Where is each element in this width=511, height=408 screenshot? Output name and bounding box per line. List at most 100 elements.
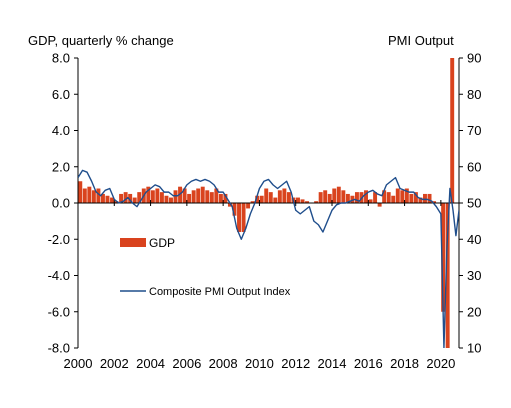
gdp-bar <box>250 201 255 203</box>
gdp-bar <box>241 203 246 232</box>
gdp-bar <box>382 190 387 203</box>
gdp-bar <box>87 186 92 203</box>
gdp-bar <box>441 203 446 312</box>
chart-axes: 8.0 6.0 4.0 2.0 0.0 -2.0 -4.0 -6.0 -8.0 90 80 70 60 5… <box>48 51 482 372</box>
left-tick-label: -8.0 <box>48 341 70 356</box>
right-tick-label: 80 <box>467 87 481 102</box>
gdp-bar <box>395 188 400 203</box>
gdp-bar <box>450 58 455 203</box>
gdp-bar <box>123 192 128 204</box>
gdp-bar <box>78 181 83 203</box>
gdp-bar <box>296 197 300 203</box>
gdp-bar <box>128 193 133 203</box>
gdp-bar <box>246 203 251 209</box>
gdp-bar <box>368 199 373 204</box>
pmi-line-group <box>78 169 459 348</box>
right-tick-label: 50 <box>467 196 481 211</box>
gdp-bar <box>391 195 396 203</box>
x-tick-label: 2014 <box>318 356 347 371</box>
gdp-bar <box>364 190 368 203</box>
gdp-bar <box>178 186 183 203</box>
gdp-bar <box>418 197 423 203</box>
gdp-bar <box>191 190 196 203</box>
gdp-bar <box>200 186 205 203</box>
right-tick-label: 40 <box>467 232 481 247</box>
gdp-bar <box>196 188 201 203</box>
gdp-bar <box>232 203 237 216</box>
gdp-bar <box>182 188 187 203</box>
gdp-bar <box>159 192 164 204</box>
gdp-bar <box>336 186 341 203</box>
gdp-bar <box>227 203 232 207</box>
gdp-bar <box>373 192 378 204</box>
gdp-bar <box>91 190 96 203</box>
gdp-bar <box>209 192 214 204</box>
gdp-bar <box>427 193 432 203</box>
gdp-bar <box>119 193 124 203</box>
gdp-bar <box>327 193 332 203</box>
gdp-bar <box>264 188 269 203</box>
gdp-bar <box>218 193 223 203</box>
gdp-bar <box>386 192 391 204</box>
gdp-bar <box>132 197 137 203</box>
gdp-bar <box>341 190 346 203</box>
gdp-bar <box>423 193 427 203</box>
right-tick-label: 60 <box>467 159 481 174</box>
gdp-bar <box>323 190 328 203</box>
x-tick-label: 2010 <box>245 356 274 371</box>
gdp-bar <box>404 188 409 203</box>
x-tick-label: 2000 <box>64 356 93 371</box>
gdp-bar <box>146 186 151 203</box>
gdp-bar <box>82 188 87 203</box>
gdp-bar <box>318 192 323 204</box>
gdp-bar <box>282 188 287 203</box>
gdp-bar <box>300 199 305 204</box>
gdp-bar <box>345 193 350 203</box>
left-tick-label: 6.0 <box>52 87 70 102</box>
gdp-bar <box>273 197 278 203</box>
gdp-bar <box>105 195 110 203</box>
gdp-bar <box>445 203 450 348</box>
left-tick-label: 2.0 <box>52 159 70 174</box>
gdp-bar <box>305 201 310 203</box>
left-tick-label: -2.0 <box>48 232 70 247</box>
right-tick-label: 20 <box>467 304 481 319</box>
gdp-bar <box>286 192 291 204</box>
gdp-bar <box>400 190 405 203</box>
left-tick-label: -6.0 <box>48 304 70 319</box>
legend-gdp-swatch <box>120 238 146 247</box>
gdp-bar <box>332 188 337 203</box>
gdp-bar <box>409 193 414 203</box>
right-tick-label: 30 <box>467 268 481 283</box>
pmi-line <box>78 169 459 348</box>
gdp-bar <box>96 188 101 203</box>
x-tick-label: 2006 <box>172 356 201 371</box>
right-tick-label: 90 <box>467 51 481 66</box>
gdp-bar <box>432 201 437 203</box>
gdp-bar <box>205 190 210 203</box>
right-tick-label: 70 <box>467 123 481 138</box>
gdp-bar <box>314 201 319 203</box>
gdp-bar <box>110 197 114 203</box>
gdp-bar <box>164 195 169 203</box>
gdp-bar <box>114 201 119 203</box>
x-tick-label: 2020 <box>426 356 455 371</box>
x-tick-label: 2018 <box>390 356 419 371</box>
gdp-bar <box>277 190 282 203</box>
gdp-bar <box>259 195 264 203</box>
x-tick-label: 2016 <box>354 356 383 371</box>
gdp-bar <box>223 193 228 203</box>
gdp-bar <box>100 193 105 203</box>
gdp-bar <box>350 195 355 203</box>
legend-gdp-label: GDP <box>149 236 175 250</box>
gdp-bar <box>255 195 260 203</box>
x-tick-label: 2002 <box>100 356 129 371</box>
gdp-bar <box>214 188 219 203</box>
gdp-bar <box>413 192 418 204</box>
chart-legend: GDP Composite PMI Output Index <box>120 236 291 298</box>
left-tick-label: 4.0 <box>52 123 70 138</box>
left-tick-label: -4.0 <box>48 268 70 283</box>
legend-pmi-label: Composite PMI Output Index <box>149 286 291 298</box>
gdp-bar <box>137 192 142 204</box>
